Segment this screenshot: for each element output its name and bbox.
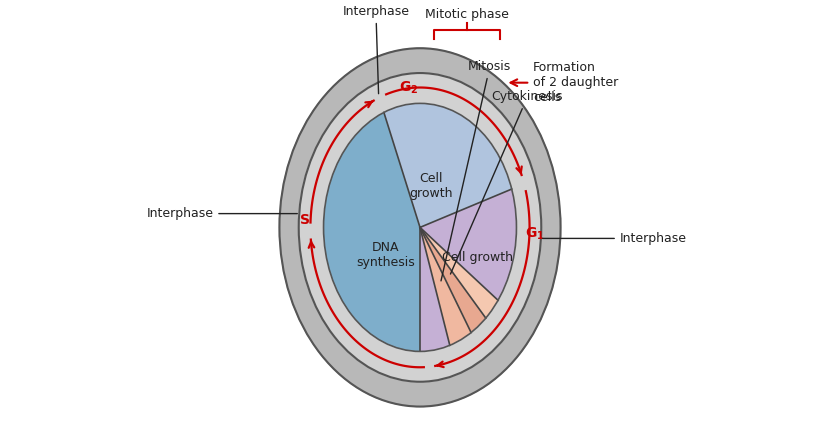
Text: Cytokinesis: Cytokinesis bbox=[450, 90, 563, 274]
Text: Cell
growth: Cell growth bbox=[409, 172, 453, 200]
Polygon shape bbox=[420, 189, 517, 351]
Text: Cell growth: Cell growth bbox=[443, 251, 513, 264]
Text: $\mathbf{G_2}$: $\mathbf{G_2}$ bbox=[399, 80, 418, 97]
Text: DNA
synthesis: DNA synthesis bbox=[356, 241, 415, 269]
Polygon shape bbox=[420, 228, 471, 345]
Ellipse shape bbox=[323, 103, 517, 351]
Polygon shape bbox=[420, 228, 498, 318]
Polygon shape bbox=[323, 112, 420, 351]
Text: Interphase: Interphase bbox=[343, 5, 409, 93]
Text: Mitosis: Mitosis bbox=[441, 60, 512, 281]
Text: Formation
of 2 daughter
cells: Formation of 2 daughter cells bbox=[511, 61, 618, 104]
Text: Interphase: Interphase bbox=[543, 232, 687, 245]
Text: $\mathbf{S}$: $\mathbf{S}$ bbox=[299, 213, 310, 228]
Polygon shape bbox=[420, 228, 486, 333]
Ellipse shape bbox=[280, 48, 560, 407]
Text: Interphase: Interphase bbox=[146, 207, 297, 220]
Ellipse shape bbox=[299, 73, 541, 382]
Polygon shape bbox=[384, 103, 512, 228]
Text: Mitotic phase: Mitotic phase bbox=[425, 7, 509, 21]
Text: $\mathbf{G_1}$: $\mathbf{G_1}$ bbox=[525, 226, 544, 243]
